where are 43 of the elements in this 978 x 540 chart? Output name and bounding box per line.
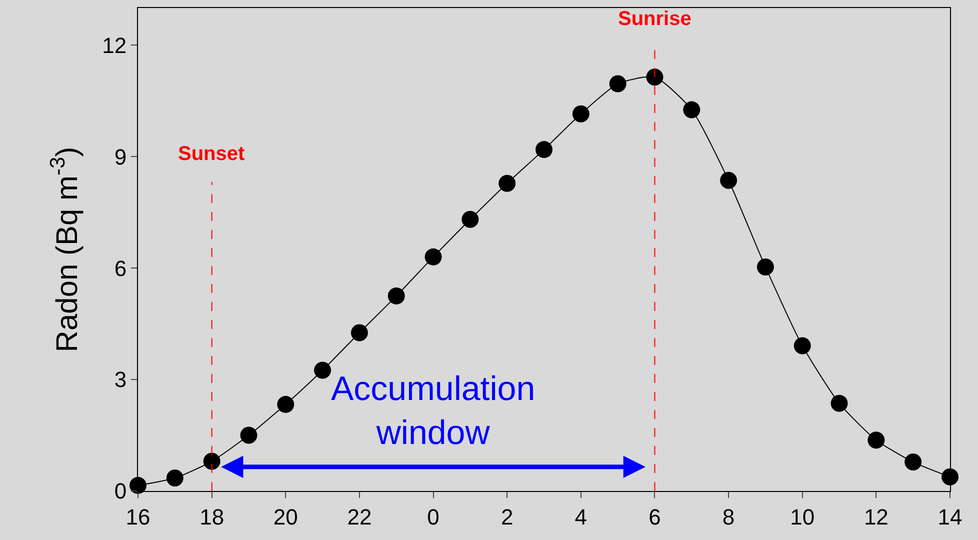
point <box>683 101 700 118</box>
point <box>794 337 811 354</box>
ref-line-label: Sunrise <box>618 8 692 30</box>
point <box>130 476 146 494</box>
point <box>720 172 738 189</box>
x-tick-label: 6 <box>648 504 661 530</box>
x-tick-label: 22 <box>347 504 372 530</box>
x-tick-label: 14 <box>938 504 962 530</box>
point <box>536 141 552 158</box>
x-tick-label: 10 <box>790 504 815 530</box>
x-tick-label: 12 <box>864 504 888 530</box>
x-tick-label: 8 <box>722 504 735 530</box>
point <box>424 248 442 266</box>
point <box>830 394 848 412</box>
point <box>498 174 516 192</box>
point <box>904 454 922 471</box>
point <box>462 210 479 228</box>
x-tick-label: 20 <box>273 504 298 530</box>
y-tick-label: 6 <box>114 256 127 281</box>
point <box>388 287 405 304</box>
point <box>203 452 220 470</box>
point <box>646 68 664 86</box>
annotation: Accumulation window <box>331 370 536 452</box>
point <box>166 470 184 486</box>
point <box>572 105 590 122</box>
point <box>609 75 626 92</box>
point <box>350 324 368 342</box>
y-tick-label: 0 <box>114 478 127 504</box>
x-tick-label: 16 <box>126 504 150 530</box>
point <box>314 362 332 379</box>
point <box>868 432 885 449</box>
y-tick-label: 12 <box>102 32 127 58</box>
y-tick-label: 3 <box>114 367 127 392</box>
y-tick-label: 9 <box>114 144 127 170</box>
x-tick-label: 18 <box>200 504 224 530</box>
x-tick-label: 2 <box>500 504 514 530</box>
ref-line-label: Sunset <box>178 143 246 165</box>
point <box>240 426 258 444</box>
x-tick-label: 4 <box>574 504 588 530</box>
point <box>277 396 294 413</box>
point <box>756 258 774 276</box>
point <box>942 468 958 486</box>
x-tick-label: 0 <box>427 504 440 530</box>
